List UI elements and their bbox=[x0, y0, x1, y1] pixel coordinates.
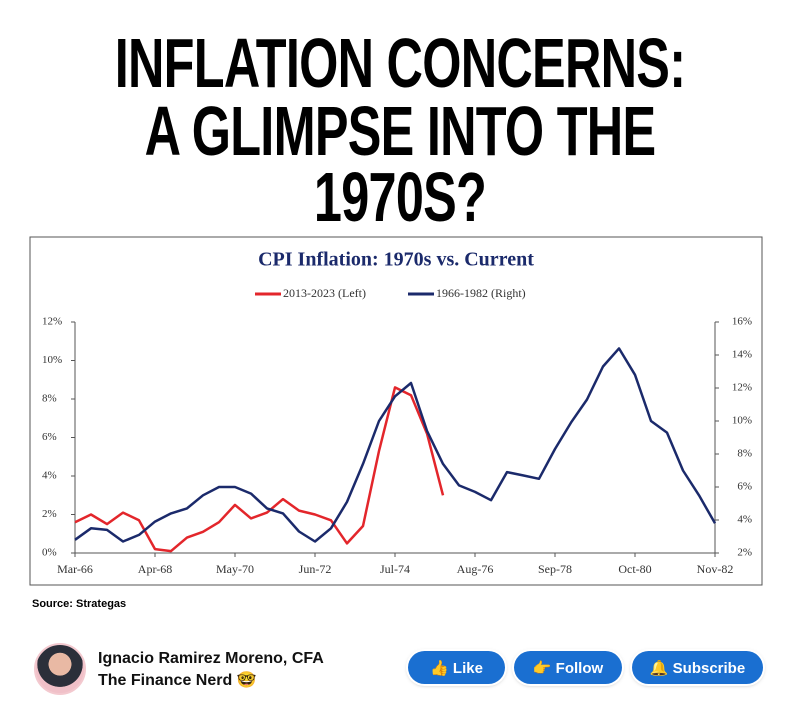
x-tick-label: Jul-74 bbox=[380, 562, 410, 576]
y-tick-label: 0% bbox=[42, 547, 57, 559]
y-tick-label: 10% bbox=[42, 354, 62, 366]
y2-tick-label: 16% bbox=[732, 316, 752, 328]
legend-label: 2013-2023 (Left) bbox=[283, 286, 366, 300]
series-line bbox=[74, 386, 445, 553]
x-tick-label: Mar-66 bbox=[57, 562, 93, 576]
author-tagline: The Finance Nerd 🤓 bbox=[98, 672, 257, 689]
series-line bbox=[74, 347, 717, 543]
y2-tick-label: 6% bbox=[737, 481, 752, 493]
legend-label: 1966-1982 (Right) bbox=[436, 286, 526, 300]
y-tick-label: 6% bbox=[42, 431, 57, 443]
y2-tick-label: 8% bbox=[737, 448, 752, 460]
headline: INFLATION CONCERNS: bbox=[114, 24, 686, 102]
y2-tick-label: 4% bbox=[737, 514, 752, 526]
y-tick-label: 12% bbox=[42, 316, 62, 328]
y-tick-label: 8% bbox=[42, 393, 57, 405]
like-button[interactable]: 👍 Like bbox=[408, 651, 505, 684]
y2-tick-label: 12% bbox=[732, 382, 752, 394]
x-tick-label: Jun-72 bbox=[299, 562, 332, 576]
avatar bbox=[34, 643, 86, 695]
y2-tick-label: 2% bbox=[737, 547, 752, 559]
y-tick-label: 4% bbox=[42, 470, 57, 482]
x-tick-label: Aug-76 bbox=[457, 562, 494, 576]
x-tick-label: Apr-68 bbox=[138, 562, 172, 576]
author-name: Ignacio Ramirez Moreno, CFA bbox=[98, 650, 324, 667]
y-tick-label: 2% bbox=[42, 508, 57, 520]
x-tick-label: Nov-82 bbox=[697, 562, 734, 576]
chart: CPI Inflation: 1970s vs. Current 0% 2% 4% 6… bbox=[29, 236, 763, 586]
headline: A GLIMPSE INTO THE 1970S? bbox=[144, 92, 656, 236]
x-tick-label: Sep-78 bbox=[538, 562, 572, 576]
chart-frame bbox=[29, 236, 763, 586]
y2-tick-label: 14% bbox=[732, 349, 752, 361]
x-tick-label: May-70 bbox=[216, 562, 254, 576]
follow-button[interactable]: 👉 Follow bbox=[514, 651, 622, 684]
chart-title: CPI Inflation: 1970s vs. Current bbox=[258, 249, 534, 271]
x-tick-label: Oct-80 bbox=[618, 562, 651, 576]
source: Source: Strategas bbox=[32, 598, 127, 610]
y2-tick-label: 10% bbox=[732, 415, 752, 427]
subscribe-button[interactable]: 🔔 Subscribe bbox=[632, 651, 763, 684]
